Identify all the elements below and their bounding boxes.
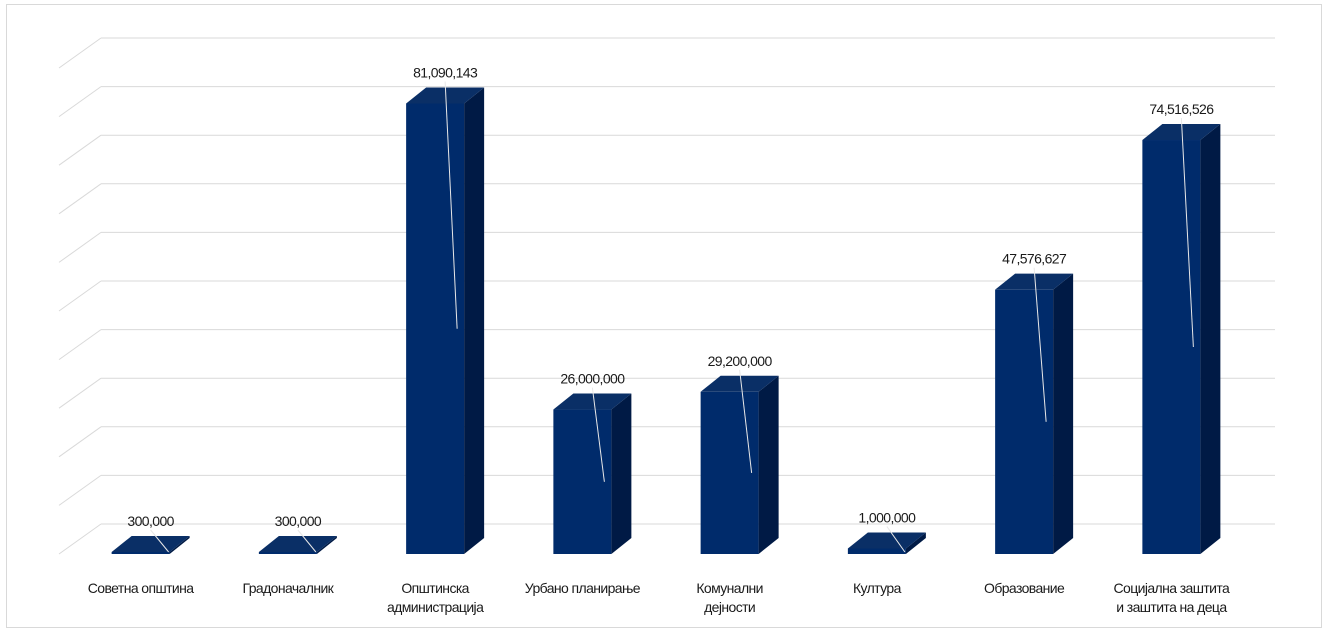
bar-side xyxy=(1200,124,1221,555)
category-labels: Советна општина Градоначалник Општинска адм… xyxy=(88,580,1231,615)
bar-top xyxy=(258,536,337,552)
bar-top xyxy=(700,375,779,392)
data-label: 26,000,000 xyxy=(560,371,625,387)
bar-side xyxy=(611,393,632,554)
data-label: 74,516,526 xyxy=(1149,101,1214,117)
bar-side xyxy=(1053,273,1074,554)
bar xyxy=(995,273,1074,554)
data-label: 47,576,627 xyxy=(1002,251,1067,267)
category-label: Советна општина xyxy=(88,580,194,596)
gridline xyxy=(58,183,1275,215)
bar-front xyxy=(406,103,465,554)
bar-side xyxy=(316,536,337,554)
bar-side xyxy=(758,375,779,554)
data-label: 81,090,143 xyxy=(413,64,478,80)
gridline xyxy=(58,280,1275,312)
category-label: Образование xyxy=(984,580,1065,596)
gridline xyxy=(58,377,1275,409)
leader-line xyxy=(739,369,753,473)
gridline xyxy=(58,134,1275,166)
gridlines xyxy=(58,37,1275,555)
bar xyxy=(258,536,337,554)
leader-line xyxy=(444,81,458,329)
category-label: Општинска администрација xyxy=(387,580,484,615)
gridline xyxy=(58,37,1275,69)
bar-side xyxy=(169,536,190,554)
gridline xyxy=(58,86,1275,118)
bar-top xyxy=(1142,124,1221,141)
bar xyxy=(1142,124,1221,555)
data-label: 300,000 xyxy=(275,513,322,529)
data-label: 29,200,000 xyxy=(708,353,773,369)
bar-top xyxy=(406,87,485,104)
category-label: Урбано планирање xyxy=(525,580,641,596)
bar-chart: 300,000 300,000 81,090,143 26,000,000 29,200… xyxy=(58,37,1275,615)
category-label: Култура xyxy=(853,580,902,596)
bar-side xyxy=(905,532,926,554)
leader-line xyxy=(1033,267,1047,422)
bar-top xyxy=(553,393,632,410)
data-label: 1,000,000 xyxy=(858,509,916,525)
leader-line xyxy=(886,526,906,553)
gridline xyxy=(58,474,1275,506)
bar-top xyxy=(847,532,926,549)
bars xyxy=(111,87,1221,555)
bar-front xyxy=(847,548,906,554)
bar-front xyxy=(258,552,317,554)
category-label: Градоначалник xyxy=(243,580,335,596)
bar-side xyxy=(464,87,485,554)
bar-front xyxy=(111,552,170,554)
gridline xyxy=(58,231,1275,263)
bar-front xyxy=(1142,140,1201,555)
leader-line xyxy=(591,387,605,482)
bar-front xyxy=(700,391,759,554)
bar xyxy=(553,393,632,554)
data-labels: 300,000 300,000 81,090,143 26,000,000 29,200… xyxy=(127,64,1214,529)
gridline xyxy=(58,426,1275,458)
leader-line xyxy=(150,529,170,553)
bar xyxy=(406,87,485,554)
bar-front xyxy=(995,289,1054,554)
gridline xyxy=(58,329,1275,361)
bar xyxy=(111,536,190,554)
leader-line xyxy=(1180,117,1194,348)
data-label: 300,000 xyxy=(127,513,174,529)
category-label: Комунални дејности xyxy=(696,580,763,615)
category-label: Социјална заштита и заштита на деца xyxy=(1114,580,1231,615)
bar xyxy=(700,375,779,554)
bar-top xyxy=(111,536,190,552)
bar-top xyxy=(995,273,1074,290)
bar-front xyxy=(553,409,612,554)
leader-lines xyxy=(150,81,1194,553)
chart-frame: 300,000 300,000 81,090,143 26,000,000 29,200… xyxy=(6,4,1322,628)
bar xyxy=(847,532,926,554)
leader-line xyxy=(297,529,317,553)
gridline xyxy=(58,523,1275,555)
